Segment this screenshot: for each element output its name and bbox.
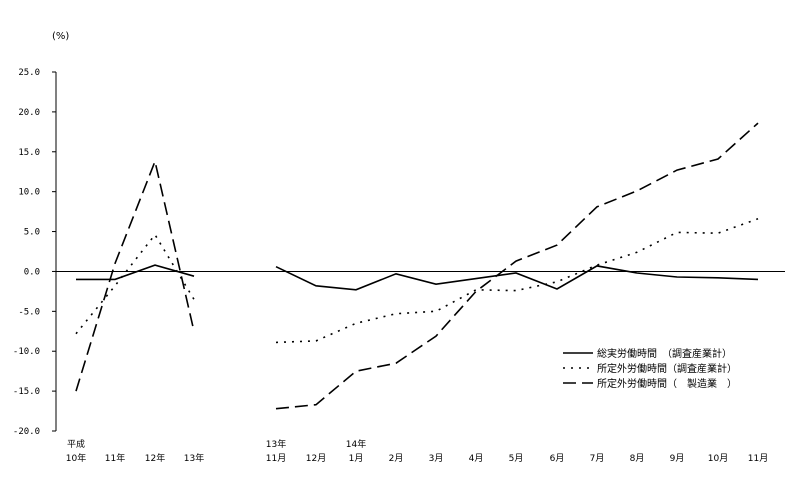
x-tick-label-top: 平成 (67, 438, 85, 450)
series-line-dotted-part-0 (75, 233, 195, 335)
x-tick-label: 9月 (670, 453, 685, 464)
y-tick-label: 20.0 (18, 108, 40, 118)
x-tick-label: 3月 (429, 453, 444, 464)
legend-label: 総実労働時間 （調査産業計） (597, 347, 732, 360)
y-tick-label: -5.0 (18, 307, 40, 317)
y-tick-label: -10.0 (13, 347, 40, 357)
series-line-dashed-part-1 (275, 122, 759, 410)
x-tick-label: 1月 (349, 453, 364, 464)
x-tick-label: 11月 (266, 453, 286, 464)
x-tick-label: 12年 (145, 452, 165, 464)
x-tick-label: 8月 (630, 453, 645, 464)
series-dotted (75, 218, 759, 344)
series-line-dotted-part-1 (275, 218, 759, 344)
legend-label: 所定外労働時間（ 製造業 ） (597, 377, 737, 390)
x-tick-label: 11月 (748, 453, 768, 464)
series-line-dashed-part-0 (75, 158, 195, 392)
y-tick-label: -15.0 (13, 387, 40, 397)
y-tick-label: 15.0 (18, 148, 40, 158)
x-tick-labels: 平成 10年 11年 12年 13年 13年 11月 12月 14年 1月 2月 3月 4月 5月 6月 7月… (66, 438, 768, 464)
x-tick-label-top: 14年 (346, 438, 366, 450)
y-tick-label: 5.0 (24, 228, 40, 238)
y-axis-unit-label: (%) (52, 31, 69, 42)
y-tick-label: 10.0 (18, 188, 40, 198)
legend: 総実労働時間 （調査産業計） 所定外労働時間（調査産業計） 所定外労働時間（ 製造業… (563, 347, 737, 390)
x-tick-label: 2月 (389, 453, 404, 464)
y-tick-labels: 25.0 20.0 15.0 10.0 5.0 0.0 -5.0 -10.0 -15.0 -20.… (13, 68, 56, 437)
x-tick-label: 11年 (105, 452, 125, 464)
legend-label: 所定外労働時間（調査産業計） (597, 362, 737, 375)
axes (55, 72, 785, 431)
x-tick-label: 10年 (66, 452, 86, 464)
y-tick-label: 25.0 (18, 68, 40, 78)
x-tick-label: 10月 (708, 453, 728, 464)
x-tick-label: 12月 (306, 453, 326, 464)
y-tick-label: 0.0 (24, 267, 40, 277)
series-solid (76, 264, 759, 291)
series-lines (75, 122, 759, 410)
x-tick-label: 13年 (184, 452, 204, 464)
series-line-solid-part-1 (275, 265, 759, 291)
series-dashed (75, 122, 759, 410)
x-tick-label: 6月 (550, 453, 565, 464)
x-tick-label-top: 13年 (266, 438, 286, 450)
series-line-solid-part-0 (76, 264, 195, 281)
x-tick-label: 4月 (469, 453, 484, 464)
x-tick-label: 7月 (590, 453, 605, 464)
x-tick-label: 5月 (509, 453, 524, 464)
y-tick-label: -20.0 (13, 427, 40, 437)
